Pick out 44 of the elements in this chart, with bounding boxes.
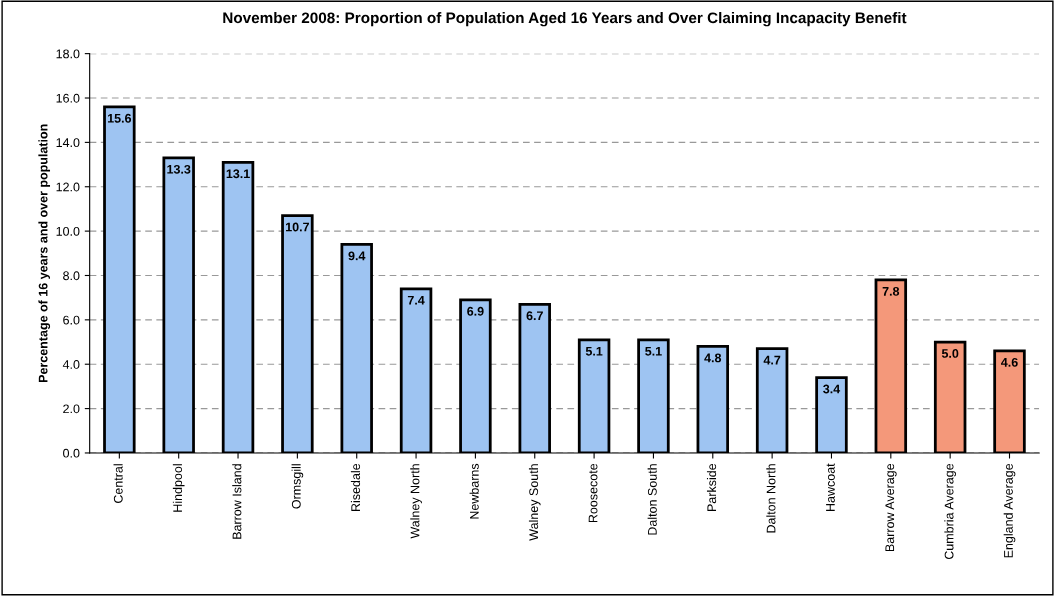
x-tick-label: England Average <box>1003 463 1016 558</box>
x-tick-label: Dalton North <box>766 464 776 533</box>
data-label: 13.1 <box>226 169 250 179</box>
data-label: 5.1 <box>645 346 662 356</box>
x-tick-label: Roosecote <box>588 463 598 523</box>
x-tick-label: Newbarns <box>469 463 479 519</box>
data-label: 4.6 <box>1001 357 1018 367</box>
x-tick-label: Ormsgill <box>291 464 304 509</box>
data-label: 13.3 <box>167 164 191 174</box>
x-tick-label: Walney South <box>528 464 541 541</box>
data-label: 5.1 <box>585 346 603 356</box>
y-tick-label: 2.0 <box>63 404 80 414</box>
data-label: 5.0 <box>941 349 959 358</box>
y-tick-label: 12.0 <box>56 182 80 192</box>
data-label: 3.4 <box>823 384 841 394</box>
x-tick-label: Hawcoat <box>826 463 835 511</box>
x-tick-label: Risedale <box>350 463 361 511</box>
x-tick-label: Parkside <box>706 463 717 511</box>
data-label: 7.8 <box>882 286 900 296</box>
y-tick-label: 18.0 <box>56 49 80 59</box>
y-tick-label: 0.0 <box>63 448 80 458</box>
y-tick-label: 4.0 <box>62 360 80 369</box>
data-label: 4.8 <box>704 353 722 363</box>
y-tick-label: 16.0 <box>56 93 80 103</box>
data-label: 6.7 <box>526 311 543 321</box>
x-tick-label: Hindpool <box>172 464 185 512</box>
x-tick-label: Central <box>113 464 123 504</box>
data-label: 9.4 <box>348 251 366 261</box>
data-label: 7.4 <box>407 295 425 305</box>
y-axis-title: Percentage of 16 years and over population <box>38 124 51 383</box>
data-label: 15.6 <box>107 113 132 123</box>
data-label: 6.9 <box>467 306 484 316</box>
chart-title: November 2008: Proportion of Population Aged 16 Years and Over Claiming Incapacity Benefit <box>223 12 907 27</box>
x-tick-label: Walney North <box>410 464 422 539</box>
y-tick-label: 8.0 <box>63 271 80 281</box>
x-tick-label: Dalton South <box>647 464 657 535</box>
data-label: 10.7 <box>286 222 309 232</box>
y-tick-label: 10.0 <box>56 226 80 236</box>
data-label: 4.7 <box>763 355 781 365</box>
y-tick-label: 6.0 <box>63 315 80 325</box>
x-tick-label: Barrow Average <box>885 463 897 552</box>
x-tick-label: Barrow Island <box>232 464 242 539</box>
x-tick-label: Cumbria Average <box>944 463 956 560</box>
y-tick-label: 14.0 <box>56 138 80 148</box>
